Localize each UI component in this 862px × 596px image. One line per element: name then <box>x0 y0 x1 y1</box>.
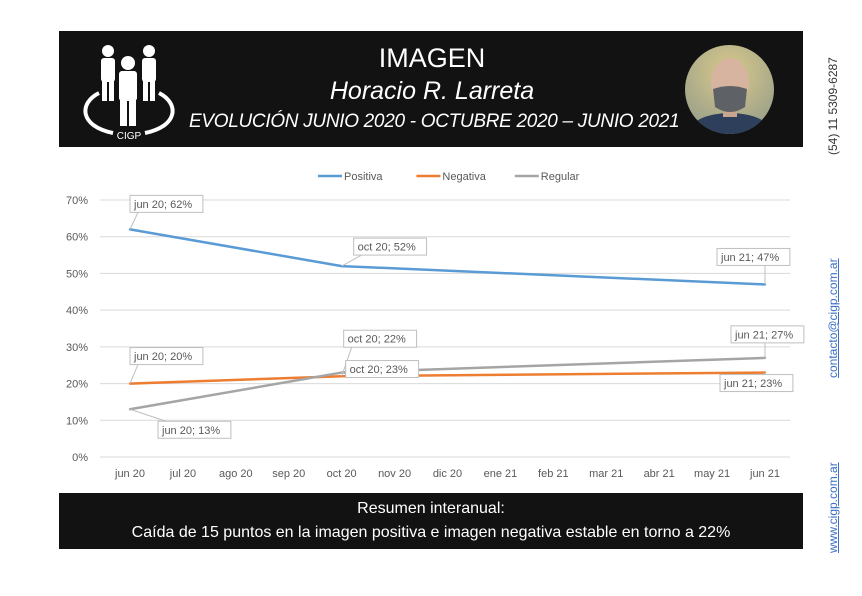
legend-label-negativa: Negativa <box>442 171 486 183</box>
x-tick-label: abr 21 <box>644 468 675 480</box>
subject-name: Horacio R. Larreta <box>329 77 535 105</box>
x-tick-label: feb 21 <box>538 468 569 480</box>
period-subtitle: EVOLUCIÓN JUNIO 2020 - OCTUBRE 2020 – JU… <box>189 111 680 132</box>
x-tick-label: jun 20 <box>114 468 145 480</box>
x-tick-label: ene 21 <box>484 468 518 480</box>
summary-title: Resumen interanual: <box>357 500 505 517</box>
email-link[interactable]: contacto@cigp.com.ar <box>826 258 840 378</box>
data-label-text: jun 20; 20% <box>133 351 192 363</box>
x-tick-label: ago 20 <box>219 468 253 480</box>
y-axis-ticks: 0% 10% 20% 30% 40% 50% 60% 70% <box>66 195 88 464</box>
callout-leader <box>129 364 139 384</box>
header-banner: CIGP IMAGEN Horacio R. Larreta EVOLUCIÓN… <box>59 31 803 147</box>
subject-photo <box>685 45 774 134</box>
data-label: oct 20; 23% <box>341 360 420 379</box>
data-label-text: jun 21; 23% <box>723 378 782 390</box>
y-tick-label: 40% <box>66 305 88 317</box>
data-label-text: jun 21; 27% <box>734 329 793 341</box>
callout-box <box>345 360 420 379</box>
callout-box <box>343 329 418 348</box>
series-line-negativa <box>129 371 766 385</box>
data-label-text: jun 20; 62% <box>133 199 192 211</box>
y-tick-label: 10% <box>66 415 88 427</box>
summary-banner: Resumen interanual: Caída de 15 puntos e… <box>59 493 803 549</box>
data-label-text: jun 20; 13% <box>161 425 220 437</box>
y-tick-label: 60% <box>66 232 88 244</box>
x-tick-label: may 21 <box>694 468 730 480</box>
data-label-text: oct 20; 52% <box>358 242 416 254</box>
callout-leader <box>129 212 139 230</box>
y-tick-label: 70% <box>66 195 88 207</box>
data-labels: jun 20; 62% oct 20; 52% jun 21; 47% jun 20;… <box>129 194 805 439</box>
legend-label-regular: Regular <box>541 171 580 183</box>
summary-text: Caída de 15 puntos en la imagen positiva… <box>131 524 731 541</box>
data-label-text: oct 20; 23% <box>350 364 408 376</box>
y-tick-label: 0% <box>72 452 88 464</box>
x-tick-label: jul 20 <box>169 468 196 480</box>
callout-box <box>157 420 232 439</box>
x-tick-label: oct 20 <box>327 468 357 480</box>
data-point <box>763 371 767 374</box>
callout-box <box>716 247 791 266</box>
data-label: jun 20; 13% <box>129 408 232 439</box>
x-axis-ticks: jun 20 jul 20 ago 20 sep 20 oct 20 nov 20 dic … <box>114 468 780 480</box>
x-tick-label: mar 21 <box>589 468 623 480</box>
legend-label-positiva: Positiva <box>344 171 383 183</box>
x-tick-label: nov 20 <box>378 468 411 480</box>
callout-box <box>129 194 204 213</box>
phone-number: (54) 11 5309-6287 <box>826 57 840 155</box>
data-label: jun 21; 27% <box>730 325 805 358</box>
cigp-logo-icon: CIGP <box>83 45 175 141</box>
data-label-text: jun 21; 47% <box>720 252 779 264</box>
data-label: jun 20; 62% <box>129 194 204 230</box>
y-tick-label: 30% <box>66 342 88 354</box>
x-tick-label: dic 20 <box>433 468 462 480</box>
chart-grid <box>100 199 790 458</box>
series-line-positiva <box>129 228 766 286</box>
website-link[interactable]: www.cigp.com.ar <box>826 462 840 553</box>
data-label-text: oct 20; 22% <box>348 334 406 346</box>
callout-box <box>129 347 204 366</box>
x-tick-label: jun 21 <box>749 468 780 480</box>
data-label: jun 21; 23% <box>719 372 794 393</box>
page-title: IMAGEN <box>378 43 486 73</box>
callout-box <box>719 374 794 393</box>
chart-legend: Positiva Negativa Regular <box>318 171 580 183</box>
line-chart: Positiva Negativa Regular 0% 10% 20% 30% 40% 50… <box>66 171 805 480</box>
callout-box <box>353 237 428 256</box>
data-label: jun 20; 20% <box>129 347 204 384</box>
callout-leader <box>129 408 167 422</box>
data-label: oct 20; 52% <box>341 237 428 267</box>
x-tick-label: sep 20 <box>272 468 305 480</box>
logo-text: CIGP <box>117 131 142 141</box>
callout-leader <box>341 254 362 267</box>
data-label: jun 21; 47% <box>716 247 791 285</box>
y-tick-label: 20% <box>66 379 88 391</box>
data-point <box>763 283 767 286</box>
y-tick-label: 50% <box>66 268 88 280</box>
callout-box <box>730 325 805 344</box>
